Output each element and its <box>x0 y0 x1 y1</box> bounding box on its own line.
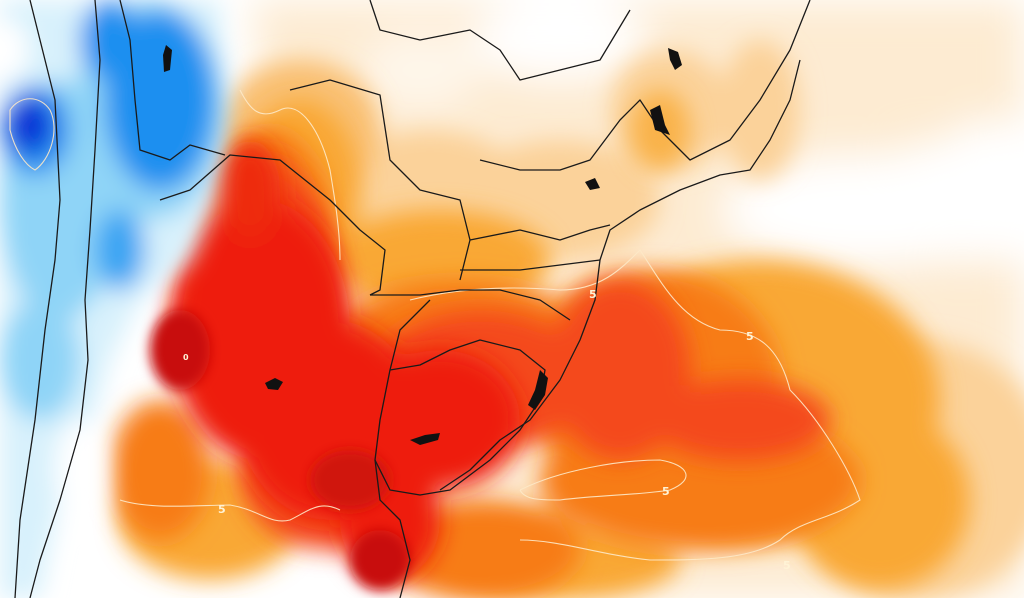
blue-field <box>0 0 225 598</box>
lake-uruguay <box>410 433 440 445</box>
border-bolivia-paraguay <box>159 154 386 296</box>
contour-5-west <box>119 499 341 522</box>
border-sc <box>460 259 601 271</box>
dark-red-field <box>150 310 410 590</box>
border-brazil-uruguay <box>389 299 431 371</box>
reservoir-mg-2 <box>668 48 682 70</box>
contour-lines <box>9 89 861 561</box>
border-parana <box>469 224 611 241</box>
reservoir-sp <box>585 178 600 190</box>
contour-label: 5 <box>746 330 754 343</box>
country-borders <box>14 0 811 598</box>
reservoir-mg-1 <box>650 105 670 135</box>
border-andes-chile-argentina <box>29 0 101 598</box>
contour-label: 5 <box>589 288 597 301</box>
border-uruguay <box>374 339 546 496</box>
border-brazil-coast <box>599 59 801 261</box>
border-rio-de-la-plata <box>374 459 411 598</box>
border-brazil-bolivia <box>289 79 471 281</box>
border-brazil-states-2 <box>479 0 811 171</box>
border-bolivia-north <box>119 0 226 161</box>
lake-argentina <box>265 378 283 390</box>
contour-5-central <box>409 249 861 561</box>
border-brazil-states-1 <box>369 0 631 81</box>
contour-label: 0 <box>183 353 189 362</box>
lake-titicaca <box>163 45 172 72</box>
contour-label: 5 <box>662 485 670 498</box>
contour-north-lobe <box>239 89 341 261</box>
contour-blue-core <box>9 98 55 171</box>
contour-5-east-island <box>519 459 687 501</box>
border-rs-coast <box>439 259 601 491</box>
contour-labels: 5 5 5 5 5 0 <box>183 288 791 572</box>
lake-patos <box>528 370 548 410</box>
contour-label: 5 <box>783 559 791 572</box>
contour-label: 5 <box>218 503 226 516</box>
border-chile-coast <box>14 0 61 598</box>
border-argentina-rs <box>370 289 571 321</box>
